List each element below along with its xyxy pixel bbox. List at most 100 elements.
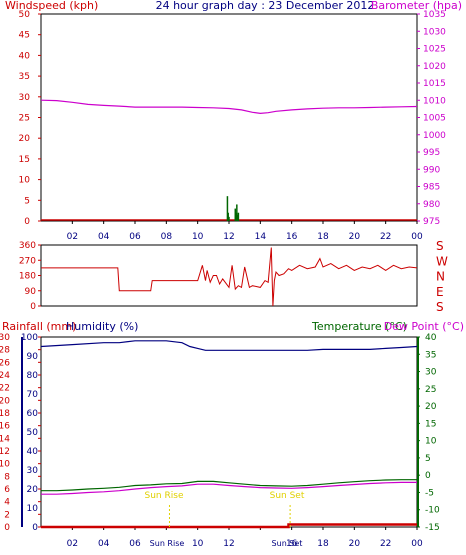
rainfall-tick-label: 2 (4, 510, 10, 520)
wind-barometer-panel: 0510152025303540455097598098599099510001… (19, 10, 447, 242)
x-tick-label: 20 (349, 232, 361, 242)
temperature-series-line (41, 479, 417, 492)
x-tick-label: 04 (98, 539, 110, 549)
temperature-tick-label: 10 (425, 437, 437, 447)
windspeed-axis-title: Windspeed (kph) (5, 0, 98, 12)
temperature-tick-label: 35 (425, 350, 436, 360)
barometer-tick-label: 980 (423, 200, 440, 210)
humidity-tick-label: 90 (27, 352, 39, 362)
barometer-tick-label: 990 (423, 165, 440, 175)
panel-frame (40, 13, 418, 222)
temperature-tick-label: 40 (425, 333, 437, 343)
direction-tick-label: 180 (19, 272, 36, 282)
humidity-tick-label: 30 (27, 466, 39, 476)
humidity-tick-label: 80 (27, 371, 39, 381)
barometer-tick-label: 985 (423, 183, 440, 193)
humidity-tick-label: 70 (27, 390, 39, 400)
rainfall-tick-label: 10 (0, 460, 10, 470)
sun-set-label: Sun Set (270, 491, 305, 501)
x-tick-label: 18 (317, 539, 329, 549)
windspeed-tick-label: 5 (24, 196, 30, 206)
windspeed-tick-label: 45 (19, 31, 30, 41)
barometer-tick-label: 995 (423, 148, 440, 158)
x-tick-label: 12 (223, 232, 234, 242)
temperature-tick-label: 30 (425, 368, 437, 378)
x-tick-label: 18 (317, 232, 329, 242)
x-tick-label: 14 (255, 232, 267, 242)
humidity-tick-label: 10 (27, 504, 39, 514)
rainfall-tick-label: 4 (4, 498, 10, 508)
x-tick-label: 00 (411, 232, 423, 242)
windspeed-tick-label: 50 (19, 10, 31, 20)
x-tick-label: 02 (67, 539, 78, 549)
temperature-tick-label: -10 (425, 506, 440, 516)
humidity-tick-label: 100 (21, 333, 38, 343)
compass-tick-label: S (436, 239, 444, 253)
barometer-tick-label: 975 (423, 217, 440, 227)
direction-tick-label: 0 (30, 302, 36, 312)
x-tick-label: 16 (286, 539, 298, 549)
sun-set-tick-label: Sun Set (272, 539, 303, 548)
rainfall-tick-label: 8 (4, 472, 10, 482)
x-tick-label: 20 (349, 539, 361, 549)
temperature-tick-label: 0 (425, 471, 431, 481)
x-tick-label: 02 (67, 232, 78, 242)
temperature-tick-label: 25 (425, 385, 436, 395)
temperature-tick-label: 15 (425, 419, 436, 429)
humidity-tick-label: 50 (27, 428, 39, 438)
barometer-tick-label: 1000 (423, 131, 446, 141)
barometer-tick-label: 1030 (423, 27, 446, 37)
sun-rise-tick-label: Sun Rise (150, 539, 185, 548)
temperature-humidity-panel: 0246810121416182022242628300102030405060… (0, 333, 440, 549)
panel-frame (40, 336, 418, 528)
barometer-tick-label: 1015 (423, 79, 446, 89)
temperature-tick-label: -5 (425, 488, 434, 498)
barometer-tick-label: 1010 (423, 96, 446, 106)
rainfall-tick-label: 22 (0, 384, 10, 394)
dewpoint-axis-title: Dew Point (°C) (384, 320, 464, 333)
temperature-tick-label: 5 (425, 454, 431, 464)
barometer-tick-label: 1035 (423, 10, 446, 20)
windspeed-tick-label: 0 (24, 217, 30, 227)
humidity-axis-title: Humidity (%) (66, 320, 138, 333)
rainfall-tick-label: 14 (0, 434, 10, 444)
humidity-series-line (40, 340, 418, 351)
barometer-series-line (40, 99, 418, 115)
x-tick-label: 16 (286, 232, 298, 242)
x-tick-label: 08 (161, 232, 173, 242)
x-tick-label: 10 (192, 539, 204, 549)
compass-tick-label: E (436, 285, 444, 299)
humidity-tick-label: 60 (27, 409, 39, 419)
rainfall-tick-label: 18 (0, 409, 10, 419)
rainfall-tick-label: 30 (0, 333, 10, 343)
rainfall-tick-label: 26 (0, 358, 10, 368)
sun-rise-label: Sun Rise (145, 491, 184, 501)
windspeed-tick-label: 30 (19, 93, 31, 103)
x-tick-label: 06 (129, 232, 141, 242)
x-tick-label: 06 (129, 539, 141, 549)
humidity-tick-label: 0 (32, 523, 38, 533)
x-tick-label: 22 (380, 539, 391, 549)
rainfall-tick-label: 28 (0, 346, 10, 356)
rainfall-tick-label: 24 (0, 371, 10, 381)
windspeed-tick-label: 15 (19, 155, 30, 165)
humidity-tick-label: 40 (27, 447, 39, 457)
temperature-tick-label: -15 (425, 523, 440, 533)
direction-tick-label: 90 (25, 287, 37, 297)
barometer-tick-label: 1025 (423, 45, 446, 55)
compass-tick-label: N (436, 270, 445, 284)
x-tick-label: 12 (223, 539, 234, 549)
rainfall-tick-label: 16 (0, 422, 10, 432)
panel-frame (40, 244, 418, 307)
rainfall-series-line (41, 523, 417, 529)
windspeed-tick-label: 10 (19, 176, 31, 186)
x-tick-label: 04 (98, 232, 110, 242)
rainfall-axis-title: Rainfall (mm) (2, 320, 76, 333)
windspeed-tick-label: 20 (19, 134, 31, 144)
direction-tick-label: 270 (19, 256, 36, 266)
rainfall-tick-label: 6 (4, 485, 10, 495)
rainfall-tick-label: 12 (0, 447, 10, 457)
chart-title: 24 hour graph day : 23 December 2012 (156, 0, 375, 12)
x-tick-label: 10 (192, 232, 204, 242)
